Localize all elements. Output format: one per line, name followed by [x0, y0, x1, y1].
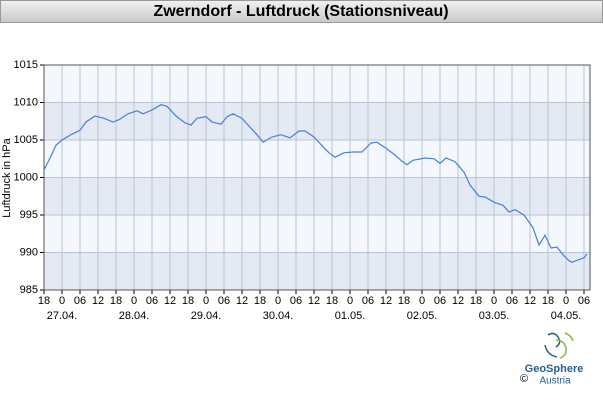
- x-tick-label: 18: [38, 295, 50, 307]
- date-label: 29.04.: [191, 310, 222, 322]
- x-tick-label: 12: [380, 295, 392, 307]
- x-tick-label: 0: [59, 295, 65, 307]
- logo-sub: Austria: [539, 376, 571, 387]
- logo-swirl: [544, 344, 558, 358]
- date-label: 04.05.: [551, 310, 582, 322]
- y-tick-label: 995: [20, 209, 38, 221]
- y-axis-label: Luftdruck in hPa: [1, 137, 13, 217]
- date-label: 01.05.: [335, 310, 366, 322]
- date-label: 30.04.: [263, 310, 294, 322]
- x-tick-label: 0: [131, 295, 137, 307]
- x-tick-label: 06: [290, 295, 302, 307]
- x-tick-label: 06: [506, 295, 518, 307]
- chart-title: Zwerndorf - Luftdruck (Stationsniveau): [153, 3, 448, 20]
- date-label: 02.05.: [407, 310, 438, 322]
- grid-band: [44, 177, 590, 215]
- logo-name: GeoSphere: [525, 363, 584, 375]
- copyright: ©: [520, 373, 528, 385]
- x-tick-label: 0: [203, 295, 209, 307]
- x-tick-label: 0: [419, 295, 425, 307]
- x-tick-label: 0: [347, 295, 353, 307]
- x-tick-label: 12: [524, 295, 536, 307]
- x-tick-label: 18: [182, 295, 194, 307]
- x-tick-label: 06: [362, 295, 374, 307]
- y-tick-label: 1010: [14, 96, 38, 108]
- logo-swirl: [555, 339, 567, 359]
- y-tick-label: 1005: [14, 134, 38, 146]
- x-tick-label: 18: [542, 295, 554, 307]
- grid-band: [44, 102, 590, 140]
- logo-swirl: [547, 332, 561, 348]
- x-tick-label: 0: [275, 295, 281, 307]
- grid-band: [44, 252, 590, 290]
- x-tick-label: 18: [254, 295, 266, 307]
- x-tick-label: 12: [92, 295, 104, 307]
- x-tick-label: 18: [110, 295, 122, 307]
- y-tick-label: 1000: [14, 171, 38, 183]
- logo-swirl: [564, 332, 574, 342]
- x-tick-label: 12: [452, 295, 464, 307]
- x-tick-label: 06: [146, 295, 158, 307]
- data-line: [43, 104, 588, 263]
- x-tick-label: 06: [74, 295, 86, 307]
- y-tick-label: 1015: [14, 59, 38, 71]
- date-label: 27.04.: [47, 310, 78, 322]
- x-tick-label: 18: [398, 295, 410, 307]
- x-tick-label: 18: [470, 295, 482, 307]
- x-tick-label: 0: [491, 295, 497, 307]
- plot-border: [43, 64, 591, 291]
- x-tick-label: 18: [326, 295, 338, 307]
- y-tick-label: 990: [20, 246, 38, 258]
- x-tick-label: 06: [578, 295, 590, 307]
- date-label: 03.05.: [479, 310, 510, 322]
- y-tick-label: 985: [20, 284, 38, 296]
- date-label: 28.04.: [119, 310, 150, 322]
- logo: GeoSphere Austria ©: [520, 332, 584, 387]
- x-tick-label: 12: [164, 295, 176, 307]
- x-tick-label: 06: [218, 295, 230, 307]
- x-tick-label: 06: [434, 295, 446, 307]
- x-tick-label: 12: [308, 295, 320, 307]
- x-tick-label: 0: [563, 295, 569, 307]
- x-tick-label: 12: [236, 295, 248, 307]
